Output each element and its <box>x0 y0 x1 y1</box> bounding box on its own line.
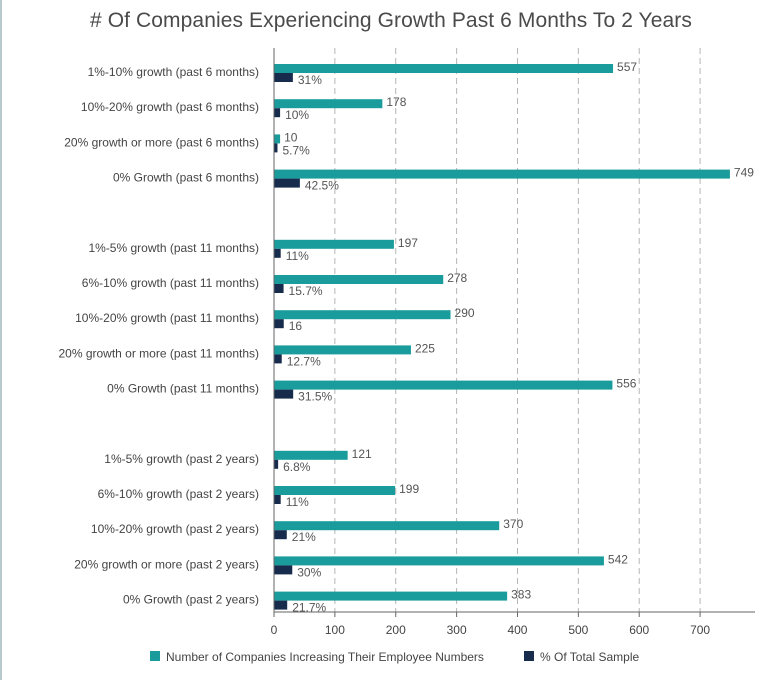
data-label-percent: 21.7% <box>292 601 326 615</box>
data-label-percent: 6.8% <box>283 460 311 474</box>
x-tick-label: 200 <box>386 623 406 637</box>
bar-companies <box>274 450 348 460</box>
data-label-percent: 11% <box>286 495 309 509</box>
category-label: 20% growth or more (past 11 months) <box>58 346 259 360</box>
data-label-percent: 31% <box>298 73 322 87</box>
data-label-companies: 197 <box>398 236 418 250</box>
category-label: 1%-10% growth (past 6 months) <box>88 65 259 79</box>
bar-percent <box>274 565 293 575</box>
data-label-companies: 557 <box>617 60 637 74</box>
bar-percent <box>274 354 282 364</box>
bar-companies <box>274 134 281 144</box>
bar-companies <box>274 486 396 495</box>
bar-percent <box>274 319 284 329</box>
data-label-companies: 10 <box>284 130 298 144</box>
data-label-companies: 370 <box>503 517 523 531</box>
bar-companies <box>274 591 508 601</box>
bar-companies <box>274 239 394 249</box>
bar-percent <box>274 389 294 399</box>
bar-companies <box>274 345 411 355</box>
data-label-percent: 10% <box>285 108 309 122</box>
x-tick-label: 500 <box>568 623 588 637</box>
category-label: 6%-10% growth (past 11 months) <box>82 276 259 290</box>
category-label: 0% Growth (past 11 months) <box>107 382 259 396</box>
bar-percent <box>274 108 281 118</box>
data-label-percent: 16 <box>289 319 303 333</box>
bar-percent <box>274 73 293 82</box>
left-border <box>0 0 2 680</box>
data-label-percent: 15.7% <box>289 284 323 298</box>
data-label-companies: 178 <box>386 95 406 109</box>
data-label-percent: 5.7% <box>282 143 310 157</box>
category-label: 1%-5% growth (past 2 years) <box>104 452 259 466</box>
category-label: 10%-20% growth (past 11 months) <box>75 311 259 325</box>
x-tick-label: 0 <box>271 623 278 637</box>
bar-companies <box>274 99 383 109</box>
x-tick-label: 300 <box>447 623 467 637</box>
legend-label-percent: % Of Total Sample <box>540 650 639 664</box>
bar-percent <box>274 284 284 293</box>
category-label: 0% Growth (past 2 years) <box>123 593 259 607</box>
data-label-percent: 11% <box>286 249 309 263</box>
category-label: 0% Growth (past 6 months) <box>113 171 259 185</box>
data-label-companies: 556 <box>616 377 636 391</box>
bar-companies <box>274 556 604 566</box>
category-label: 6%-10% growth (past 2 years) <box>98 487 259 501</box>
data-label-companies: 278 <box>447 271 467 285</box>
bar-percent <box>274 459 279 469</box>
data-label-percent: 31.5% <box>298 390 332 404</box>
bar-companies <box>274 169 730 179</box>
data-label-companies: 225 <box>415 341 435 355</box>
bar-percent <box>274 495 281 504</box>
data-label-companies: 199 <box>399 482 419 496</box>
data-label-percent: 12.7% <box>287 354 321 368</box>
data-label-percent: 21% <box>292 530 316 544</box>
legend-swatch-percent <box>524 651 534 661</box>
category-label: 1%-5% growth (past 11 months) <box>88 241 259 255</box>
data-label-companies: 290 <box>455 306 475 320</box>
category-label: 20% growth or more (past 2 years) <box>74 557 259 571</box>
data-label-percent: 30% <box>297 565 321 579</box>
bar-percent <box>274 143 278 153</box>
category-label: 20% growth or more (past 6 months) <box>64 135 259 149</box>
bar-companies <box>274 380 613 390</box>
bar-companies <box>274 521 500 531</box>
legend-swatch-companies <box>150 651 160 661</box>
x-tick-label: 400 <box>507 623 527 637</box>
category-label: 10%-20% growth (past 2 years) <box>91 522 259 536</box>
legend-label-companies: Number of Companies Increasing Their Emp… <box>166 650 484 664</box>
data-label-percent: 42.5% <box>305 179 339 193</box>
bar-percent <box>274 600 288 610</box>
data-label-companies: 749 <box>734 166 754 180</box>
bar-companies <box>274 275 444 284</box>
data-label-companies: 383 <box>511 588 531 602</box>
x-tick-label: 700 <box>690 623 710 637</box>
bar-percent <box>274 248 281 258</box>
bar-percent <box>274 178 300 188</box>
x-tick-label: 600 <box>629 623 649 637</box>
bar-percent <box>274 530 287 540</box>
category-label: 10%-20% growth (past 6 months) <box>81 100 259 114</box>
data-label-companies: 542 <box>608 552 628 566</box>
x-tick-label: 100 <box>325 623 345 637</box>
data-label-companies: 121 <box>352 447 372 461</box>
bar-companies <box>274 310 451 320</box>
chart-title: # Of Companies Experiencing Growth Past … <box>89 9 692 32</box>
bar-companies <box>274 64 614 73</box>
